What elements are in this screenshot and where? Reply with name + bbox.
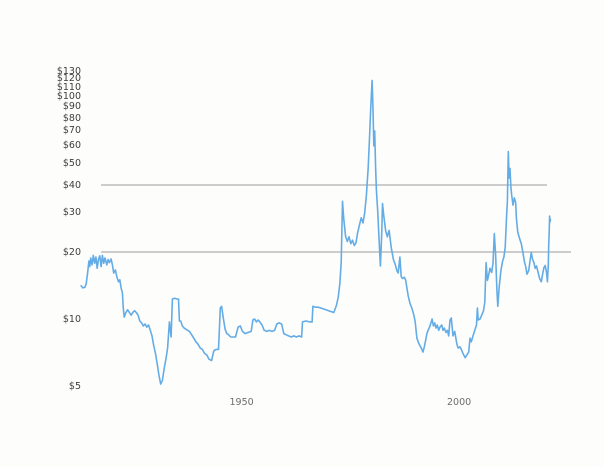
x-tick-label-1950: 1950 [229,397,254,408]
x-tick-label-2000: 2000 [447,397,472,408]
y-tick-label-110: $110 [56,81,81,93]
y-tick-label-90: $90 [62,101,81,113]
y-tick-label-50: $50 [62,157,81,169]
y-tick-label-80: $80 [62,112,81,124]
y-tick-label-120: $120 [56,73,81,85]
y-tick-label-40: $40 [62,179,81,191]
y-tick-label-100: $100 [56,90,81,102]
y-tick-label-70: $70 [62,125,81,137]
y-tick-label-20: $20 [62,246,81,258]
y-tick-label-60: $60 [62,140,81,152]
y-tick-label-10: $10 [62,313,81,325]
y-tick-label-130: $130 [56,65,81,77]
price-line [80,79,552,385]
y-tick-label-30: $30 [62,207,81,219]
y-tick-label-5: $5 [68,380,81,392]
